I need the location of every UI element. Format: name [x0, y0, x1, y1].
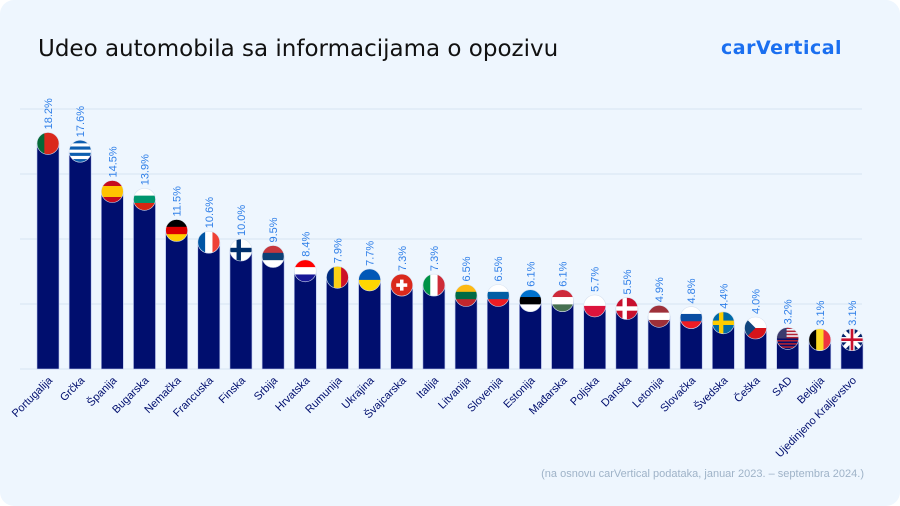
category-label: Finska	[217, 374, 249, 406]
bar	[197, 241, 221, 370]
data-label: 4.4%	[718, 284, 730, 309]
finland-flag-icon	[229, 239, 252, 261]
data-label: 11.5%	[172, 186, 184, 217]
category-label: Grčka	[58, 374, 88, 404]
usa-flag-icon	[776, 327, 799, 348]
category-label: Italija	[414, 374, 441, 401]
source-note: (na osnovu carVertical podataka, januar …	[541, 468, 864, 480]
bar	[326, 276, 349, 370]
category-label: SAD	[770, 375, 795, 400]
bar	[293, 270, 317, 370]
data-label: 4.9%	[654, 277, 666, 302]
bar	[776, 338, 799, 370]
bar	[165, 230, 188, 370]
data-label: 14.5%	[107, 146, 119, 177]
croatia-flag-icon	[294, 259, 317, 282]
hungary-flag-icon	[551, 289, 574, 312]
category-label: Češka	[731, 373, 763, 405]
latvia-flag-icon	[648, 305, 671, 328]
czechia-flag-icon	[744, 317, 767, 339]
data-label: 7.7%	[365, 241, 377, 266]
bar-group: 10.0% Finska	[217, 205, 253, 406]
category-label: Slovenija	[465, 374, 506, 415]
bulgaria-flag-icon	[133, 188, 156, 211]
data-label: 7.9%	[332, 238, 344, 263]
data-label: 17.6%	[75, 106, 87, 137]
bar	[261, 256, 285, 370]
bar	[422, 284, 446, 370]
category-label: Švedska	[691, 373, 731, 413]
bar	[133, 199, 156, 370]
portugal-flag-icon	[37, 132, 59, 155]
france-flag-icon	[197, 231, 220, 254]
ukraine-flag-icon	[358, 268, 381, 291]
data-label: 7.3%	[429, 246, 441, 271]
greece-flag-icon	[69, 140, 92, 163]
bar-group: 18.2% Portugalija	[10, 98, 60, 420]
bar	[229, 249, 253, 370]
data-label: 3.2%	[783, 299, 795, 324]
data-label: 10.6%	[204, 197, 216, 228]
bar	[68, 150, 92, 370]
category-label: Poljska	[568, 374, 602, 408]
lithuania-flag-icon	[455, 284, 478, 307]
data-label: 13.9%	[139, 154, 151, 185]
data-label: 5.5%	[622, 269, 634, 294]
bar	[390, 284, 414, 370]
data-label: 8.4%	[300, 232, 312, 257]
carvertical-logo: carVertical	[721, 37, 843, 59]
category-label: Slovačka	[658, 374, 699, 415]
spain-flag-icon	[101, 180, 124, 203]
estonia-flag-icon	[519, 289, 542, 312]
bar-group: 3.2% SAD	[770, 299, 799, 400]
data-label: 5.7%	[590, 267, 602, 292]
bar-group: 9.5% Srbija	[252, 217, 285, 403]
belgium-flag-icon	[808, 328, 831, 351]
category-label: Portugalija	[10, 374, 56, 420]
denmark-flag-icon	[615, 297, 638, 320]
bar-group: 7.3% Italija	[414, 246, 446, 401]
bar-group: 17.6% Grčka	[58, 106, 92, 404]
data-label: 7.3%	[397, 246, 409, 271]
germany-flag-icon	[165, 219, 188, 242]
data-label: 6.1%	[525, 261, 537, 286]
poland-flag-icon	[583, 294, 606, 317]
bar	[36, 143, 60, 370]
data-label: 9.5%	[268, 217, 280, 242]
data-label: 6.5%	[493, 256, 505, 281]
italy-flag-icon	[422, 274, 445, 297]
data-label: 10.0%	[236, 205, 248, 236]
slovenia-flag-icon	[487, 284, 510, 307]
bar-group: 5.7% Poljska	[568, 267, 607, 408]
data-label: 4.8%	[686, 278, 698, 303]
data-label: 18.2%	[43, 98, 55, 129]
chart-title: Udeo automobila sa informacijama o opozi…	[38, 36, 559, 62]
bar-group: 4.0% Češka	[731, 289, 767, 405]
romania-flag-icon	[326, 266, 349, 289]
slovakia-flag-icon	[680, 306, 703, 329]
category-label: Danska	[599, 374, 634, 409]
category-label: Srbija	[252, 374, 281, 403]
serbia-flag-icon	[262, 245, 285, 268]
data-label: 3.1%	[815, 300, 827, 325]
data-label: 4.0%	[751, 289, 763, 314]
data-label: 3.1%	[847, 300, 859, 325]
data-label: 6.1%	[558, 261, 570, 286]
sweden-flag-icon	[712, 311, 735, 334]
bar-group: 3.1%Belgija	[795, 300, 832, 406]
bar	[358, 279, 381, 370]
switzerland-flag-icon	[390, 274, 413, 297]
uk-flag-icon	[841, 328, 863, 351]
bar	[101, 191, 124, 370]
data-label: 6.5%	[461, 256, 473, 281]
